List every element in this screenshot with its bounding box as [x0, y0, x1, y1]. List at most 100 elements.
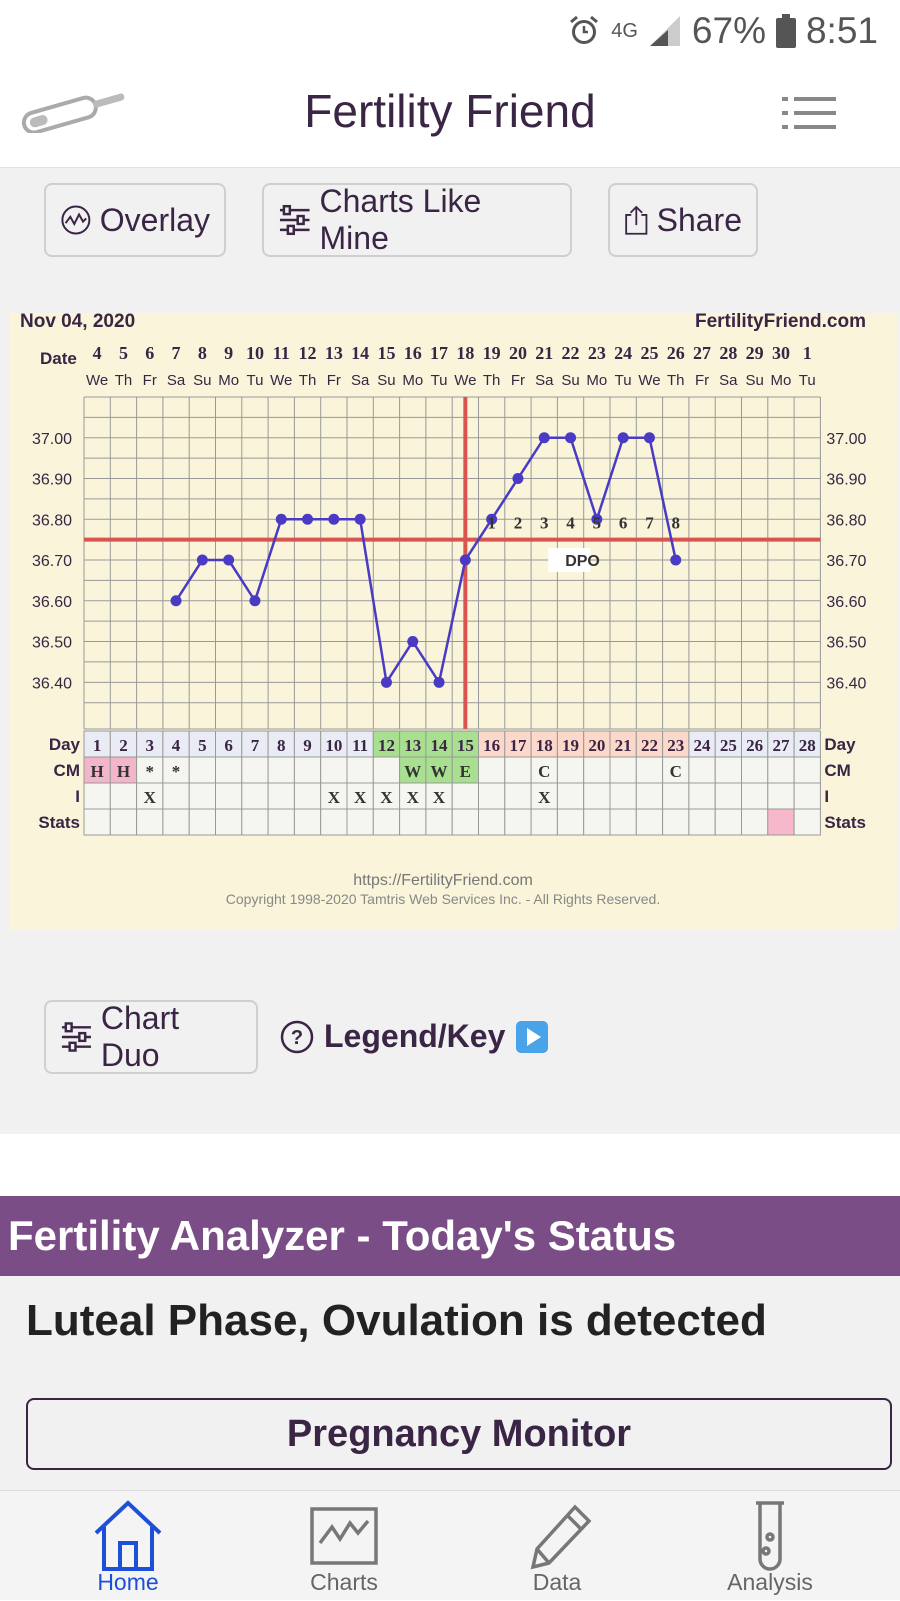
- cycle-day: 21: [615, 736, 632, 755]
- table-cell: [556, 782, 585, 810]
- table-cell: [346, 782, 374, 810]
- weekday-label: Fr: [695, 372, 709, 389]
- nav-charts[interactable]: Charts: [244, 1491, 444, 1601]
- y-tick-left: 36.90: [32, 472, 72, 489]
- y-tick-left: 36.80: [32, 512, 72, 529]
- weekday-label: Tu: [246, 372, 263, 389]
- table-cell: [688, 756, 716, 784]
- table-cell: [767, 756, 795, 784]
- date-label: 12: [299, 343, 317, 363]
- chart-duo-button[interactable]: Chart Duo: [44, 1000, 258, 1074]
- legend-key-link[interactable]: ? Legend/Key: [280, 1018, 549, 1055]
- table-cell: [451, 756, 480, 784]
- cm-value: E: [460, 762, 471, 781]
- table-cell: [293, 808, 322, 836]
- table-cell: [767, 730, 795, 758]
- cycle-day: 20: [588, 736, 605, 755]
- cm-value: *: [172, 762, 181, 781]
- analyzer-header: Fertility Analyzer - Today's Status: [0, 1196, 900, 1276]
- date-label: 7: [172, 343, 181, 363]
- weekday-label: Su: [745, 372, 763, 389]
- table-cell: [662, 756, 690, 784]
- table-row-label: Stats: [824, 813, 866, 832]
- temperature-point: [328, 513, 340, 525]
- table-cell: [478, 782, 506, 810]
- nav-home[interactable]: Home: [28, 1491, 228, 1601]
- table-cell: [451, 782, 480, 810]
- table-cell: [215, 756, 243, 784]
- temperature-point: [196, 554, 208, 566]
- pregnancy-monitor-button[interactable]: Pregnancy Monitor: [26, 1398, 892, 1470]
- intercourse-mark: X: [538, 788, 551, 807]
- table-row-label: I: [75, 787, 80, 806]
- thermometer-icon[interactable]: [18, 87, 130, 133]
- table-cell: [583, 808, 611, 836]
- temperature-point: [275, 513, 287, 525]
- table-row-label: Stats: [38, 813, 80, 832]
- sliders-icon: [61, 1022, 91, 1052]
- share-button[interactable]: Share: [608, 183, 758, 257]
- table-cell: [162, 782, 190, 810]
- cycle-day: 17: [509, 736, 527, 755]
- table-cell: [425, 730, 453, 758]
- overlay-button[interactable]: Overlay: [44, 183, 226, 257]
- weekday-label: Mo: [771, 372, 792, 389]
- cm-value: H: [91, 762, 104, 781]
- table-row-label: CM: [824, 761, 850, 780]
- nav-analysis[interactable]: Analysis: [670, 1491, 870, 1601]
- temperature-point: [354, 513, 366, 525]
- weekday-label: Tu: [431, 372, 448, 389]
- temperature-point: [512, 473, 524, 485]
- table-cell: [741, 782, 769, 810]
- sliders-icon: [279, 204, 310, 236]
- table-cell: [215, 782, 243, 810]
- cycle-day: 8: [277, 736, 286, 755]
- table-cell: [662, 730, 690, 758]
- date-label: 17: [430, 343, 448, 363]
- table-cell: [267, 756, 295, 784]
- nav-data[interactable]: Data: [457, 1491, 657, 1601]
- table-cell: [451, 808, 480, 836]
- date-label: 18: [456, 343, 474, 363]
- chart-footer-url: https://FertilityFriend.com: [353, 872, 533, 889]
- weekday-label: We: [86, 372, 108, 389]
- overlay-label: Overlay: [99, 201, 210, 238]
- hamburger-menu-icon[interactable]: [782, 95, 836, 131]
- nav-home-label: Home: [97, 1569, 159, 1595]
- y-tick-left: 36.40: [32, 675, 72, 692]
- legend-key-label: Legend/Key: [324, 1018, 506, 1054]
- table-cell: [346, 730, 374, 758]
- table-cell: [293, 782, 322, 810]
- y-tick-right: 36.70: [826, 553, 866, 570]
- dpo-number: 6: [619, 513, 628, 532]
- temperature-point: [591, 513, 603, 525]
- weekday-label: Mo: [402, 372, 423, 389]
- table-cell: [372, 756, 401, 784]
- table-cell: [267, 808, 295, 836]
- dpo-number: 1: [487, 513, 496, 532]
- table-cell: [635, 808, 664, 836]
- charts-like-mine-button[interactable]: Charts Like Mine: [262, 183, 572, 257]
- cycle-day: 13: [404, 736, 421, 755]
- table-cell: [583, 782, 611, 810]
- table-cell: [714, 808, 743, 836]
- date-label: 1: [803, 343, 812, 363]
- table-cell: [425, 808, 453, 836]
- cm-value: C: [538, 762, 550, 781]
- y-tick-right: 36.40: [826, 675, 866, 692]
- temperature-point: [249, 595, 261, 607]
- table-cell: [583, 756, 611, 784]
- table-cell: [162, 808, 190, 836]
- chart-copyright: Copyright 1998-2020 Tamtris Web Services…: [226, 891, 660, 907]
- temperature-point: [565, 432, 577, 444]
- table-cell: [556, 756, 585, 784]
- weekday-label: Sa: [719, 372, 738, 389]
- table-cell: [162, 730, 190, 758]
- svg-text:?: ?: [291, 1027, 303, 1049]
- home-icon: [94, 1500, 162, 1571]
- table-cell: [188, 808, 216, 836]
- weekday-label: We: [454, 372, 476, 389]
- table-cell: [109, 756, 138, 784]
- table-cell: [688, 808, 716, 836]
